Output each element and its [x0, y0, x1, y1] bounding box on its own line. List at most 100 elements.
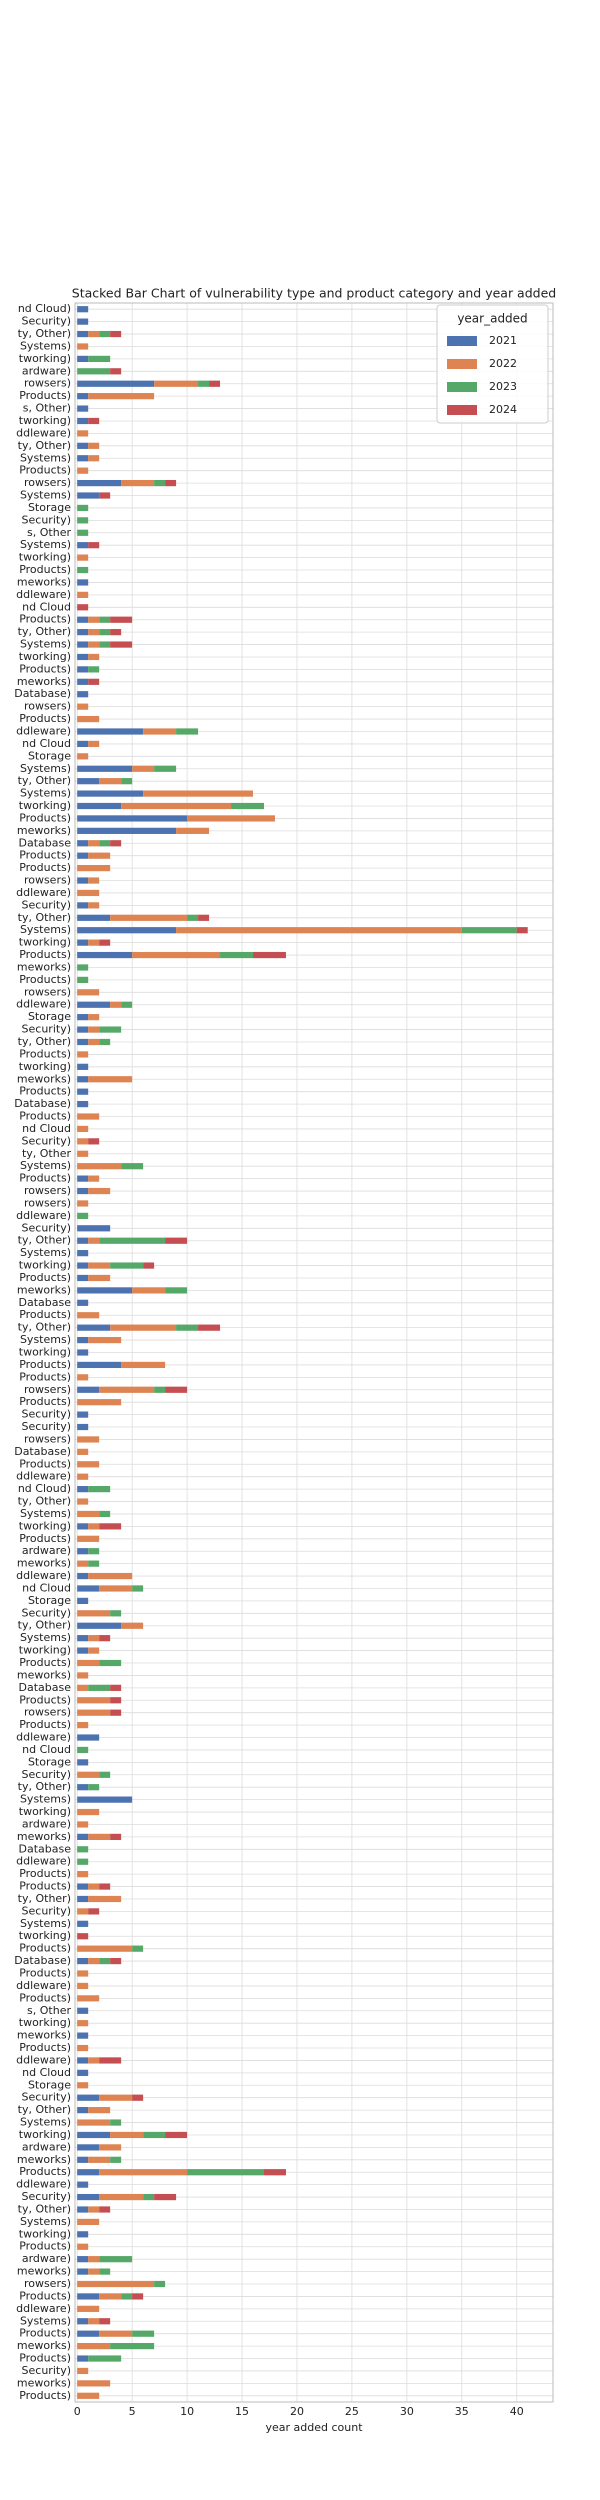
- y-tick-label: ty, Other: [22, 1147, 72, 1160]
- y-tick-label: meworks): [17, 1557, 71, 1570]
- bar-segment: [110, 1697, 122, 1704]
- y-tick-label: Database: [19, 836, 72, 849]
- bar-segment: [516, 927, 528, 934]
- bar-segment: [77, 604, 89, 611]
- bar-segment: [77, 790, 144, 797]
- bar-segment: [77, 330, 89, 338]
- y-tick-label: Storage: [28, 1594, 71, 1607]
- x-tick-label: 5: [129, 2405, 136, 2418]
- bar-segment: [77, 1187, 89, 1195]
- y-tick-label: ty, Other): [18, 1234, 71, 1247]
- bar-segment: [88, 939, 100, 946]
- bar-segment: [77, 343, 89, 350]
- bar-segment: [88, 1833, 111, 1840]
- bar-segment: [99, 778, 122, 785]
- y-tick-label: nd Cloud: [22, 2066, 71, 2079]
- x-tick-label: 25: [345, 2405, 359, 2418]
- bar-segment: [99, 2206, 111, 2213]
- bar-segment: [99, 1883, 111, 1890]
- y-tick-label: rowsers): [24, 700, 71, 713]
- y-tick-label: Systems): [20, 2314, 71, 2327]
- y-tick-label: rowsers): [24, 1184, 71, 1197]
- y-tick-label: Database): [14, 1097, 71, 1110]
- bar-segment: [154, 380, 199, 387]
- bar-segment: [461, 927, 517, 934]
- y-tick-label: Storage: [28, 1755, 71, 1768]
- bar-segment: [99, 2268, 111, 2275]
- bar-segment: [77, 579, 89, 586]
- y-tick-label: Products): [19, 563, 71, 576]
- y-tick-label: ardware): [22, 2252, 71, 2265]
- bar-segment: [77, 1349, 89, 1356]
- y-tick-label: ddleware): [16, 1569, 71, 1582]
- bar-segment: [110, 2119, 122, 2126]
- bar-segment: [176, 827, 210, 834]
- y-tick-label: meworks): [17, 2265, 71, 2278]
- y-tick-label: rowsers): [24, 1196, 71, 1209]
- bar-segment: [110, 1833, 122, 1840]
- y-tick-label: tworking): [19, 2128, 71, 2141]
- bar-segment: [77, 1274, 89, 1282]
- bar-segment: [187, 2169, 265, 2176]
- legend-swatch: [447, 359, 477, 369]
- bar-segment: [77, 417, 89, 425]
- bar-segment: [88, 1548, 100, 1555]
- bar-segment: [77, 1709, 111, 1716]
- y-tick-label: Products): [19, 811, 71, 824]
- y-tick-label: Security): [22, 1768, 71, 1781]
- bar-segment: [88, 1560, 100, 1567]
- y-tick-label: Products): [19, 861, 71, 874]
- y-tick-label: Products): [19, 1991, 71, 2004]
- bar-segment: [77, 2280, 155, 2288]
- bar-segment: [132, 1585, 144, 1592]
- bar-segment: [88, 1572, 133, 1580]
- y-tick-label: Products): [19, 1110, 71, 1123]
- y-tick-label: Products): [19, 1271, 71, 1284]
- bar-segment: [77, 1473, 89, 1480]
- y-tick-label: Products): [19, 1880, 71, 1893]
- bar-segment: [110, 616, 133, 623]
- y-tick-label: Security): [22, 1221, 71, 1234]
- y-tick-label: Products): [19, 849, 71, 862]
- bar-segment: [165, 1386, 188, 1393]
- y-tick-label: tworking): [19, 1060, 71, 1073]
- bar-segment: [77, 653, 89, 661]
- bar-segment: [77, 368, 111, 375]
- x-tick-label: 35: [455, 2405, 469, 2418]
- x-tick-label: 20: [290, 2405, 304, 2418]
- y-tick-label: Products): [19, 2289, 71, 2302]
- bar-segment: [77, 2330, 100, 2337]
- bar-segment: [77, 951, 133, 959]
- y-tick-label: tworking): [19, 2227, 71, 2240]
- bar-segment: [77, 405, 89, 412]
- x-tick-label: 15: [235, 2405, 249, 2418]
- bar-segment: [99, 1386, 155, 1393]
- bar-segment: [88, 1014, 100, 1021]
- bar-segment: [77, 2231, 89, 2238]
- bar-segment: [110, 1709, 122, 1716]
- bar-segment: [77, 1908, 89, 1915]
- bar-segment: [110, 629, 122, 636]
- bar-segment: [165, 479, 177, 487]
- bar-segment: [77, 1212, 89, 1219]
- bar-segment: [77, 1771, 100, 1778]
- bar-segment: [99, 2256, 133, 2263]
- y-tick-label: meworks): [17, 575, 71, 588]
- y-tick-label: Products): [19, 973, 71, 986]
- y-tick-label: rowsers): [24, 2277, 71, 2290]
- bar-segment: [77, 740, 89, 748]
- bar-segment: [88, 2156, 111, 2163]
- y-tick-label: Systems): [20, 339, 71, 352]
- bar-segment: [121, 1361, 166, 1369]
- bar-segment: [77, 1548, 89, 1555]
- x-tick-label: 0: [74, 2405, 81, 2418]
- y-tick-label: rowsers): [24, 1383, 71, 1396]
- bar-segment: [77, 2082, 89, 2089]
- bar-segment: [77, 1076, 89, 1083]
- y-tick-label: Products): [19, 1047, 71, 1060]
- y-tick-label: ty, Other): [18, 625, 71, 638]
- bar-segment: [77, 1125, 89, 1133]
- bar-segment: [77, 1982, 89, 1990]
- y-tick-label: Products): [19, 2352, 71, 2365]
- bar-segment: [99, 330, 111, 338]
